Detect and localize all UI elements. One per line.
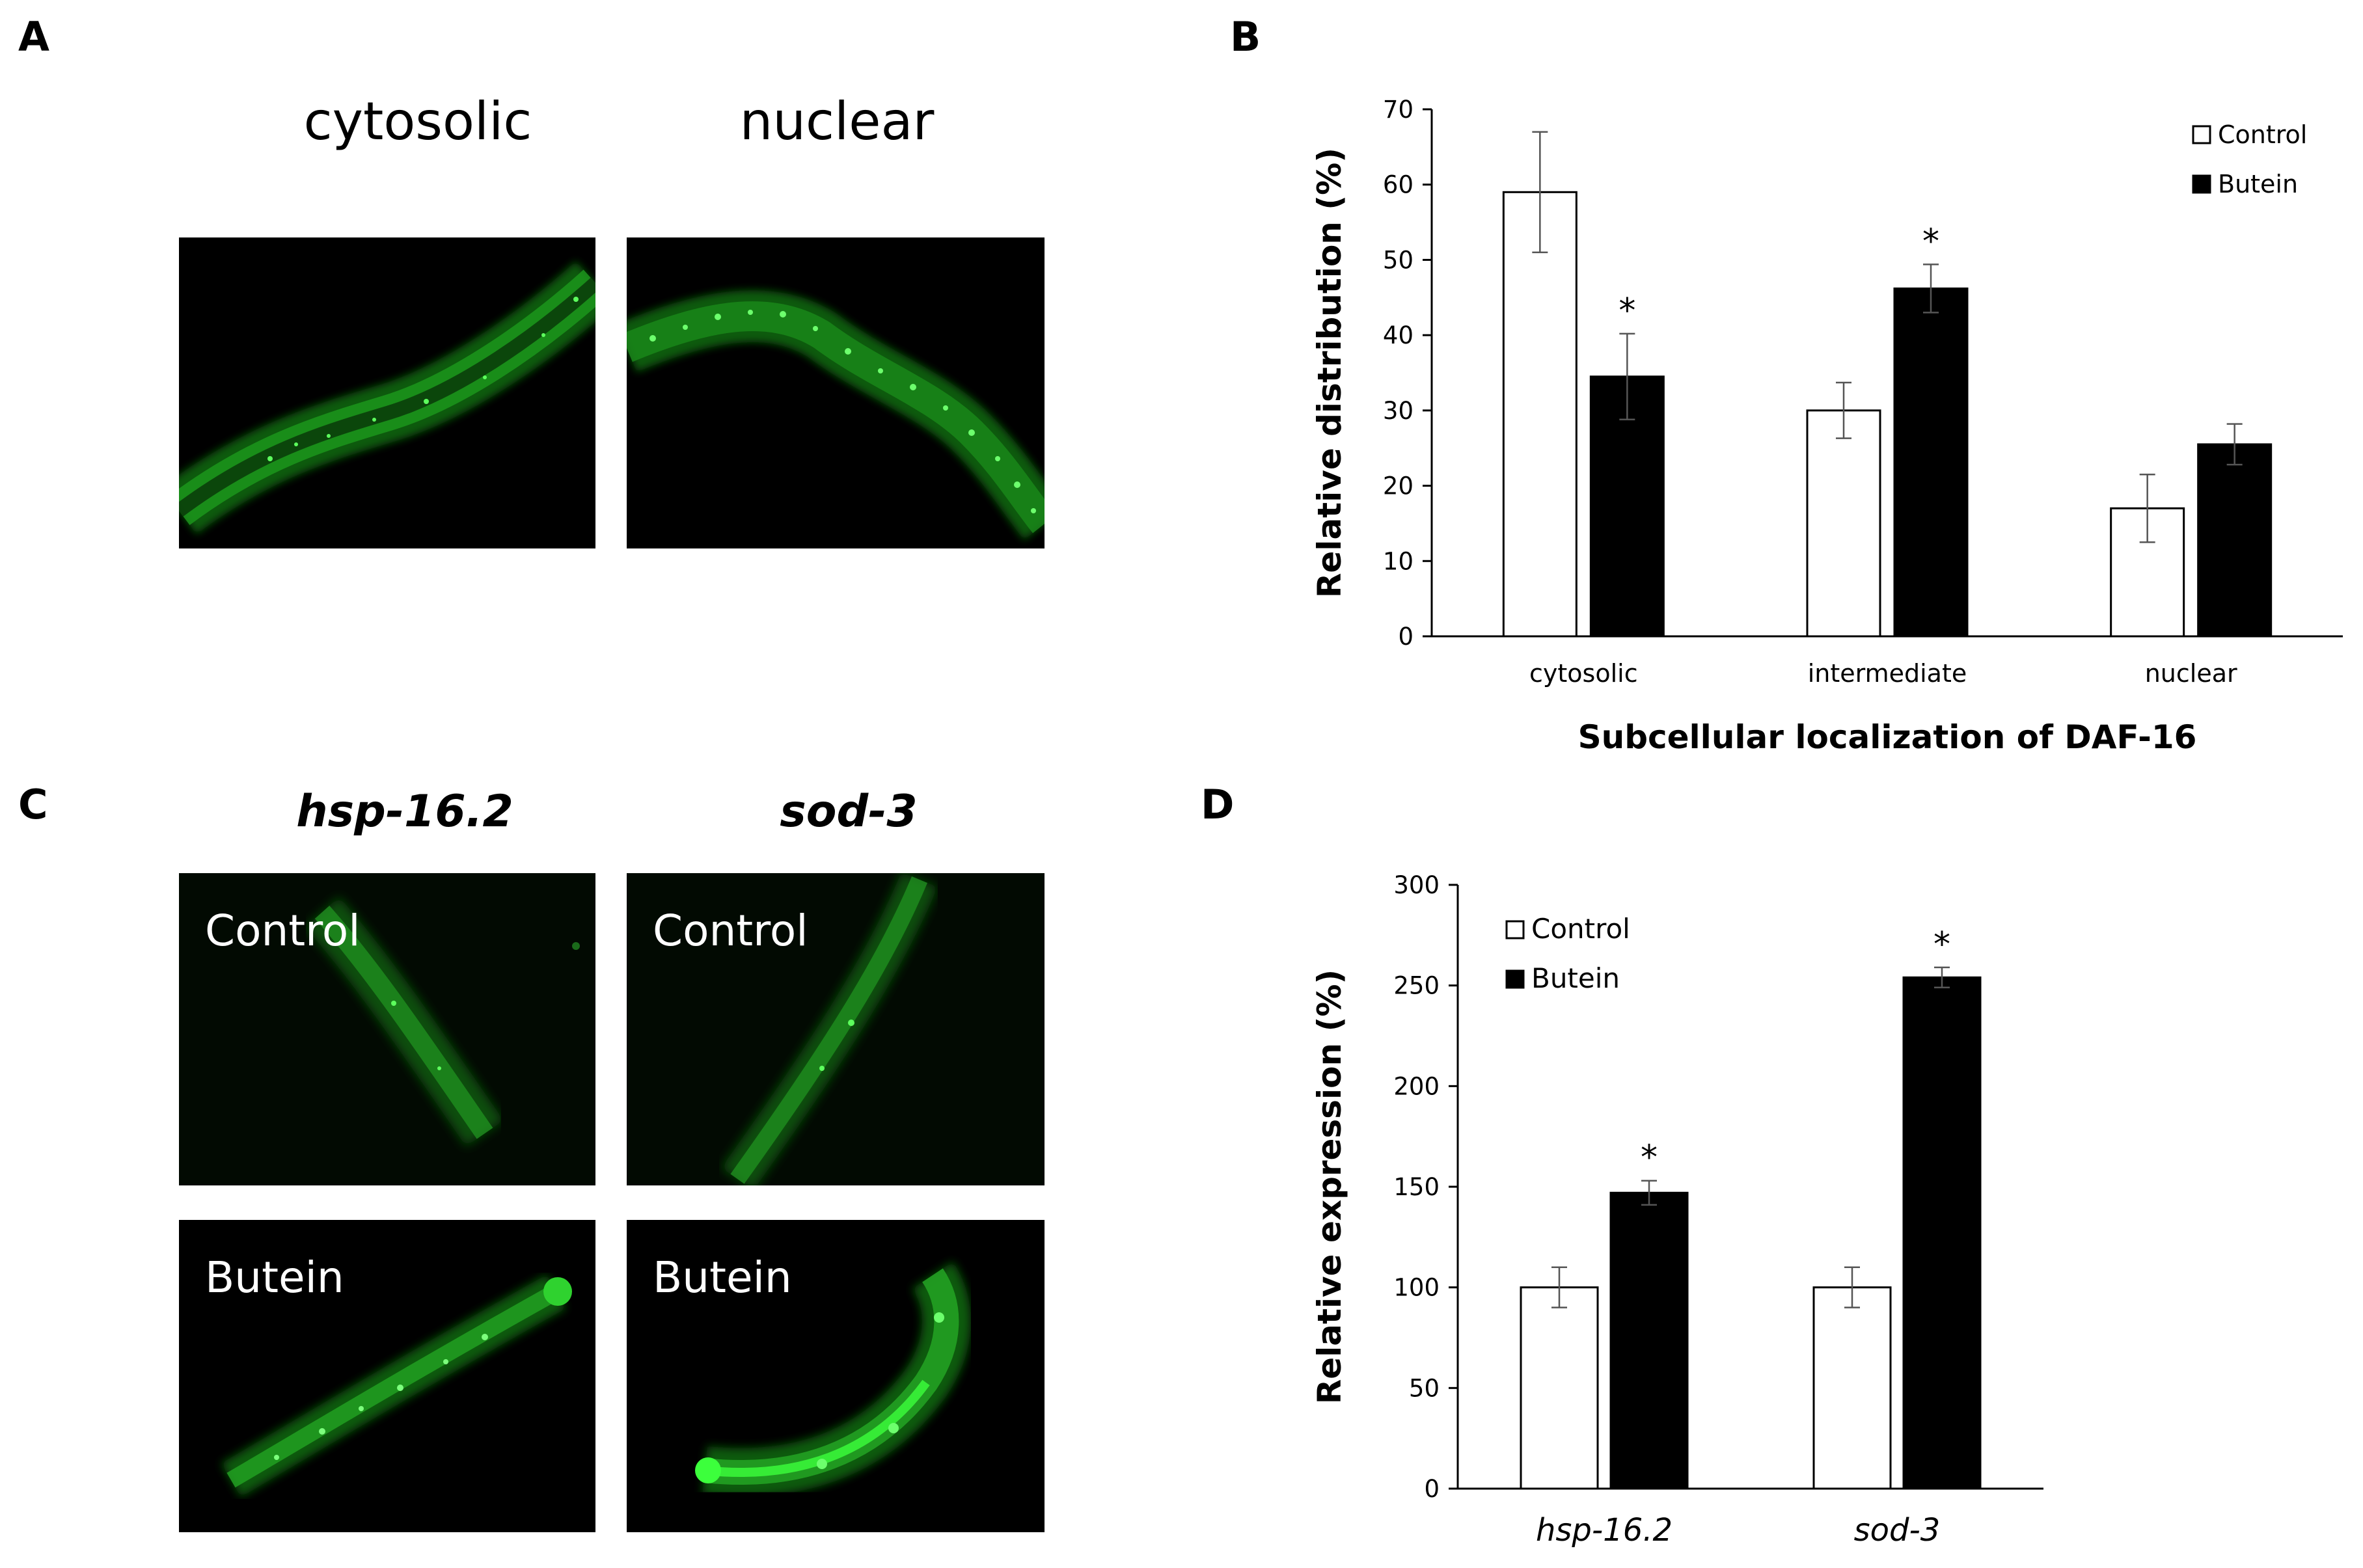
- chart-d-significance-star: *: [1933, 925, 1950, 964]
- chart-b-bar-butein: [1893, 287, 1969, 638]
- chart-d-legend-label-control: Control: [1531, 913, 1630, 945]
- micrograph-cytosolic: [179, 237, 595, 548]
- panel-letter-b: B: [1230, 13, 1261, 61]
- chart-d-ytick-label: 150: [1393, 1173, 1440, 1201]
- chart-d-bar-butein: [1609, 1191, 1689, 1490]
- panel-c-label-butein-2: Butein: [653, 1252, 792, 1303]
- chart-b-ytick-label: 0: [1398, 623, 1414, 651]
- chart-b-category-label: cytosolic: [1529, 659, 1638, 688]
- chart-b-legend-label-butein: Butein: [2218, 170, 2298, 198]
- chart-d-ytick-label: 0: [1424, 1475, 1440, 1503]
- chart-b-significance-star: *: [1619, 291, 1635, 331]
- chart-b-bar-control: [1502, 191, 1578, 638]
- chart-d-bar-control: [1520, 1286, 1599, 1490]
- panel-letter-c: C: [18, 781, 48, 828]
- chart-d-category-label: sod-3: [1854, 1512, 1941, 1548]
- chart-b-ytick-label: 70: [1383, 96, 1414, 124]
- chart-b-bar-control: [1806, 409, 1881, 638]
- panel-c-label-control-1: Control: [205, 906, 361, 956]
- chart-b-legend-label-control: Control: [2218, 120, 2307, 149]
- panel-c-title-hsp: hsp-16.2: [296, 786, 513, 837]
- micrograph-hsp-butein: Butein: [179, 1220, 595, 1532]
- chart-b-bar-butein: [1589, 375, 1665, 638]
- panel-letter-d: D: [1201, 781, 1235, 828]
- chart-b-bar-butein: [2197, 443, 2273, 638]
- panel-c-title-sod: sod-3: [780, 786, 918, 837]
- chart-b-ytick-label: 50: [1383, 246, 1414, 274]
- chart-b-category-label: nuclear: [2145, 659, 2237, 688]
- chart-b-ytick-label: 60: [1383, 171, 1414, 199]
- chart-d: 0 50 100 150 200 250 300 Relative expression (%…: [1311, 871, 2043, 1548]
- panel-c-label-control-2: Control: [653, 906, 808, 956]
- panel-c-label-butein-1: Butein: [205, 1252, 344, 1303]
- chart-d-significance-star: *: [1641, 1139, 1658, 1178]
- chart-b-ytick-label: 10: [1383, 547, 1414, 575]
- chart-d-legend-label-butein: Butein: [1531, 962, 1620, 994]
- micrograph-hsp-control: Control: [179, 873, 595, 1185]
- chart-b-ytick-label: 20: [1383, 472, 1414, 500]
- chart-b-ytick-label: 40: [1383, 321, 1414, 349]
- chart-d-ytick-label: 250: [1393, 972, 1440, 1000]
- chart-b-significance-star: *: [1922, 222, 1939, 261]
- chart-d-bar-control: [1812, 1286, 1892, 1490]
- micrograph-sod-butein: Butein: [627, 1220, 1045, 1532]
- chart-d-bar-butein: [1902, 976, 1982, 1490]
- chart-d-legend-swatch-butein: [1505, 969, 1525, 989]
- chart-b-x-label: Subcellular localization of DAF-16: [1578, 718, 2197, 756]
- chart-b-legend-swatch-butein: [2192, 174, 2211, 194]
- panel-a-title-cytosolic: cytosolic: [303, 91, 532, 152]
- chart-b-category-label: intermediate: [1808, 659, 1967, 688]
- chart-d-ytick-label: 50: [1409, 1374, 1440, 1402]
- chart-d-y-label: Relative expression (%): [1311, 969, 1348, 1405]
- chart-d-legend-swatch-control: [1505, 920, 1525, 939]
- chart-d-ytick-label: 300: [1393, 871, 1440, 899]
- chart-d-ytick-label: 100: [1393, 1274, 1440, 1302]
- chart-b-y-label: Relative distribution (%): [1311, 148, 1348, 598]
- panel-a-title-nuclear: nuclear: [739, 91, 935, 152]
- micrograph-sod-control: Control: [627, 873, 1045, 1185]
- chart-b-legend-swatch-control: [2192, 125, 2211, 144]
- chart-b-ytick-label: 30: [1383, 397, 1414, 425]
- panel-letter-a: A: [18, 13, 49, 61]
- chart-d-category-label: hsp-16.2: [1536, 1512, 1673, 1548]
- chart-b: 0 10 20 30 40 50 60 70 Relative distribution (%)…: [1311, 96, 2343, 756]
- chart-d-ytick-label: 200: [1393, 1072, 1440, 1100]
- micrograph-nuclear: [627, 237, 1045, 548]
